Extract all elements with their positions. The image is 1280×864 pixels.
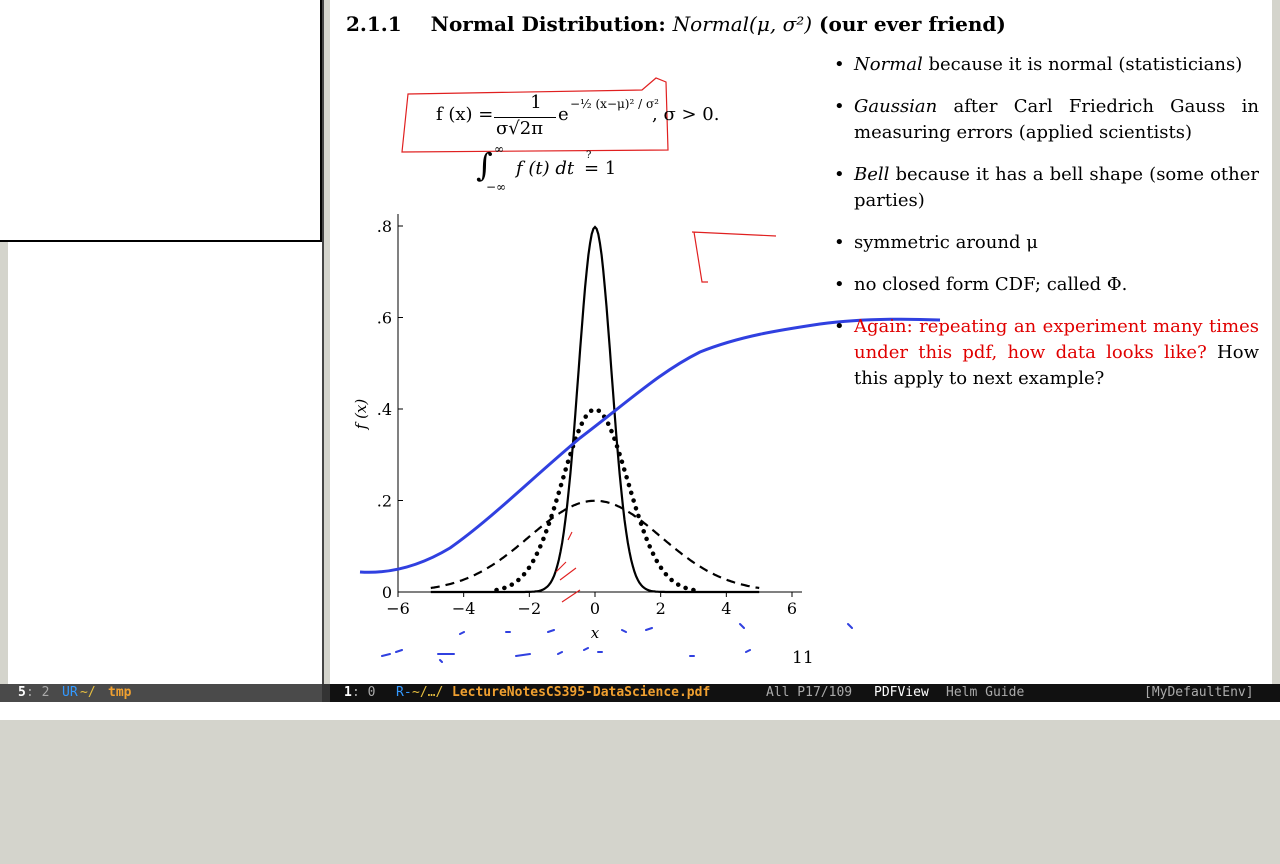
curve-solid — [430, 225, 760, 594]
ml-left-line: 5 — [18, 685, 26, 700]
pdf-page: −6 −4 −2 0 2 4 6 0 .2 .4 .6 .8 x f (x) 2.1.1 Normal D… — [330, 0, 1272, 684]
bullet-gaussian: Gaussian after Carl Friedrich Gauss in m… — [834, 94, 1259, 146]
bullet-bell: Bell because it has a bell shape (some o… — [834, 162, 1259, 214]
fraction-bar — [494, 117, 556, 118]
integral-question: ? — [586, 150, 592, 161]
ml-left-dir: ~/ — [80, 685, 96, 700]
modeline-gap — [322, 684, 330, 702]
x-axis-label: x — [591, 624, 600, 642]
bullet-red-text: Again: repeating an experiment many time… — [854, 316, 1259, 363]
modeline-left: 5 : 2 UR ~/ tmp — [0, 684, 322, 702]
bullet-cdf: no closed form CDF; called Φ. — [834, 272, 1259, 298]
integral-sign: ∫ — [476, 146, 493, 184]
x-tick-label: 4 — [721, 599, 731, 618]
normal-pdf-chart: −6 −4 −2 0 2 4 6 0 .2 .4 .6 .8 x f (x) — [352, 77, 941, 663]
section-title-tail: (our ever friend) — [819, 12, 1006, 36]
bullet-list: Normal because it is normal (statisticia… — [834, 52, 1259, 408]
y-tick-label: .4 — [377, 400, 392, 419]
bullet-em: Bell — [854, 164, 890, 185]
bullet-again: Again: repeating an experiment many time… — [834, 314, 1259, 392]
x-tick-label: −4 — [452, 599, 476, 618]
section-heading: 2.1.1 Normal Distribution: Normal(μ, σ²)… — [346, 12, 1006, 36]
bullet-text: symmetric around μ — [854, 232, 1038, 253]
blue-curve-annotation — [359, 317, 941, 574]
modeline-right: 1 : 0 R- ~/…/ LectureNotesCS395-DataScie… — [330, 684, 1280, 702]
pdf-exponent: −½ (x−μ)² / σ² — [570, 97, 659, 111]
pdf-numerator: 1 — [530, 92, 542, 113]
left-window — [0, 0, 322, 684]
ml-right-line: 1 — [344, 685, 352, 700]
section-title-bold: Normal Distribution: — [430, 12, 666, 36]
ml-right-flags: R- — [396, 685, 412, 700]
ml-right-file[interactable]: LectureNotesCS395-DataScience.pdf — [452, 685, 711, 700]
ml-left-flags: UR — [62, 685, 78, 700]
x-tick-label: −2 — [518, 599, 542, 618]
pdf-condition: , σ > 0. — [652, 104, 720, 125]
section-number: 2.1.1 — [346, 12, 402, 36]
chart-axes: −6 −4 −2 0 2 4 6 0 .2 .4 .6 .8 x f (x) — [352, 214, 802, 642]
ml-right-minor[interactable]: Helm Guide — [946, 685, 1025, 700]
ml-right-path: ~/…/ — [412, 685, 444, 700]
y-tick-label: .6 — [377, 309, 392, 328]
x-tick-label: 6 — [787, 599, 797, 618]
x-tick-label: 0 — [590, 599, 600, 618]
curve-dotted — [494, 407, 696, 593]
page-number: 11 — [792, 648, 814, 668]
handwritten-annotations — [359, 77, 941, 663]
bullet-em: Gaussian — [854, 96, 938, 117]
y-tick-label: 0 — [382, 583, 392, 602]
chart-curves — [430, 225, 760, 594]
ml-right-position: All P17/109 — [766, 685, 853, 700]
minibuffer[interactable] — [0, 702, 1280, 720]
x-tick-label: 2 — [656, 599, 666, 618]
red-box-annotation — [401, 77, 669, 153]
ml-left-col: : 2 — [26, 685, 50, 700]
ml-right-mode[interactable]: PDFView — [874, 685, 929, 700]
curve-dashed — [430, 499, 760, 590]
bullet-text: because it is normal (statisticians) — [922, 54, 1243, 75]
window-divider[interactable] — [322, 0, 330, 684]
bullet-text: How this apply to next example? — [854, 342, 1259, 389]
pdf-lhs: f (x) = — [436, 104, 494, 125]
y-tick-label: .2 — [377, 492, 392, 511]
integral-body: f (t) dt — [516, 158, 575, 179]
pdf-denominator: σ√2π — [496, 118, 544, 139]
section-title-math: Normal(μ, σ²) — [672, 12, 813, 36]
red-scribble-annotation — [555, 531, 581, 603]
x-tick-label: −6 — [386, 599, 410, 618]
integral-lower: −∞ — [486, 180, 507, 194]
integral-rhs: = 1 — [584, 158, 617, 179]
ml-right-col: : 0 — [352, 685, 376, 700]
bullet-em: Normal — [854, 54, 923, 75]
red-corner-annotation — [691, 231, 777, 283]
bullet-text: because it has a bell shape (some other … — [854, 164, 1259, 211]
bullet-normal: Normal because it is normal (statisticia… — [834, 52, 1259, 78]
ml-left-file[interactable]: tmp — [108, 685, 132, 700]
bullet-text: no closed form CDF; called Φ. — [854, 274, 1128, 295]
pdf-exp-base: e — [558, 104, 569, 125]
left-window-box — [0, 0, 322, 242]
ml-right-env: [MyDefaultEnv] — [1144, 685, 1254, 700]
bullet-text: after Carl Friedrich Gauss in measuring … — [854, 96, 1259, 143]
y-tick-label: .8 — [377, 217, 392, 236]
y-axis-label: f (x) — [352, 399, 370, 431]
right-fringe — [1272, 0, 1280, 684]
integral-upper: ∞ — [494, 142, 504, 156]
bullet-symmetric: symmetric around μ — [834, 230, 1259, 256]
blue-dots-annotation — [381, 623, 853, 663]
